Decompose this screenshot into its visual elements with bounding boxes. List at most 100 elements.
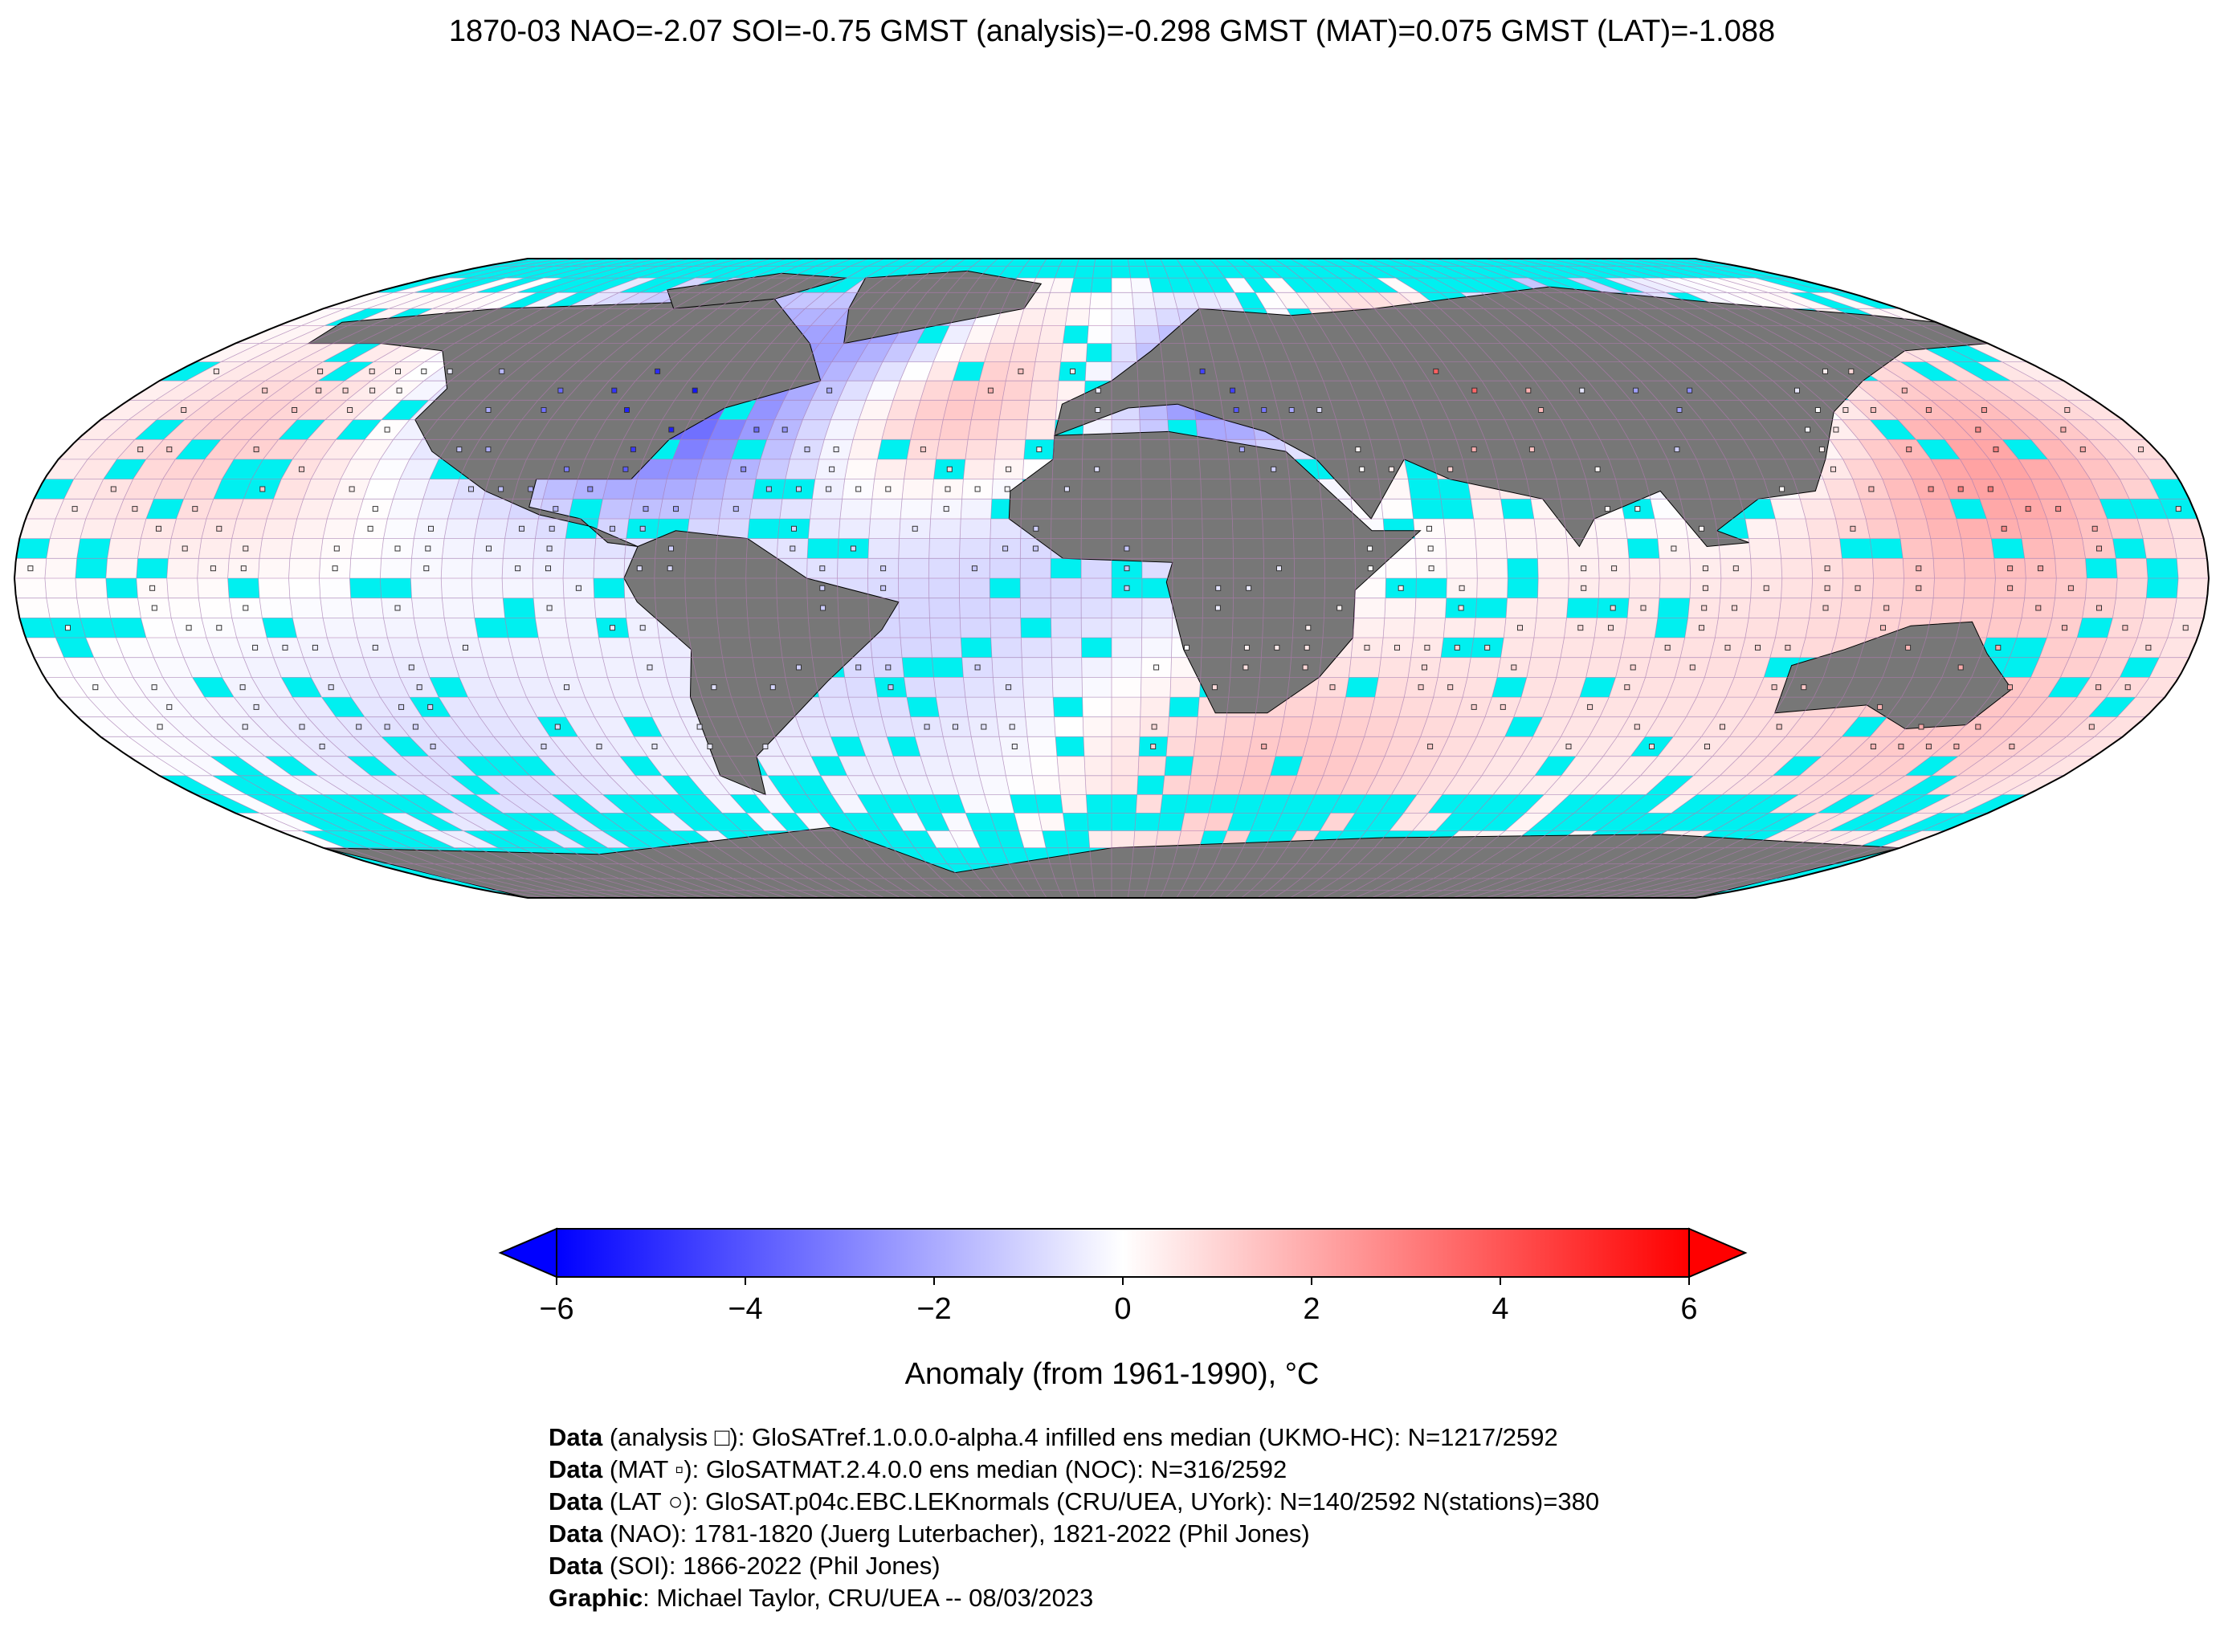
anomaly-cell — [1088, 830, 1112, 848]
mat-marker — [515, 565, 521, 572]
anomaly-cell — [1264, 775, 1297, 795]
mat-marker — [213, 368, 219, 374]
anomaly-cell — [512, 657, 549, 678]
mat-marker — [1801, 684, 1807, 691]
anomaly-cell — [88, 697, 135, 717]
anomaly-cell — [1587, 756, 1631, 776]
mat-marker — [1579, 387, 1585, 394]
anomaly-cell — [273, 479, 312, 500]
anomaly-cell — [373, 343, 431, 362]
mat-marker — [1500, 704, 1506, 710]
anomaly-cell — [2173, 538, 2208, 559]
mat-marker — [412, 724, 418, 730]
anomaly-cell — [831, 343, 868, 362]
mat-marker — [1763, 585, 1769, 591]
anomaly-cell — [1561, 716, 1601, 737]
mat-marker — [564, 684, 569, 691]
mat-marker — [430, 744, 436, 749]
mat-marker — [1901, 387, 1908, 394]
anomaly-cell — [289, 598, 323, 618]
mat-marker — [252, 644, 259, 651]
anomaly-cell — [1471, 499, 1504, 519]
anomaly-cell — [941, 813, 973, 831]
anomaly-cell — [145, 638, 184, 658]
mat-marker — [943, 506, 949, 512]
mat-marker — [132, 506, 138, 512]
anomaly-cell — [965, 697, 997, 717]
mat-marker — [1304, 644, 1310, 651]
anomaly-cell — [594, 716, 635, 737]
anomaly-cell — [853, 419, 888, 440]
mat-marker — [1794, 387, 1800, 394]
anomaly-cell — [586, 292, 640, 309]
anomaly-cell — [186, 775, 247, 795]
mat-marker — [369, 368, 375, 374]
anomaly-cell — [1822, 736, 1871, 757]
mat-marker — [2096, 545, 2102, 552]
anomaly-cell — [958, 343, 990, 362]
anomaly-cell — [1736, 278, 1810, 293]
anomaly-cell — [1381, 499, 1414, 519]
mat-marker — [1916, 565, 1922, 572]
anomaly-cell — [455, 278, 525, 293]
anomaly-cell — [2143, 538, 2177, 559]
mat-marker — [1824, 585, 1830, 591]
mat-marker — [1771, 684, 1777, 691]
anomaly-cell — [268, 736, 320, 757]
colorbar-extend-low — [498, 1227, 557, 1279]
mat-marker — [2145, 644, 2152, 651]
anomaly-cell — [1984, 756, 2041, 776]
anomaly-cell — [1655, 519, 1688, 539]
mat-marker — [1957, 664, 1964, 671]
anomaly-cell — [1112, 657, 1142, 678]
mat-marker — [820, 605, 826, 611]
anomaly-cell — [1944, 439, 1989, 459]
anomaly-cell — [526, 697, 566, 717]
colorbar-extend-high — [1688, 1227, 1748, 1279]
anomaly-cell — [1021, 638, 1052, 658]
anomaly-cell — [526, 794, 577, 814]
anomaly-cell — [963, 459, 995, 479]
mat-marker — [630, 447, 636, 453]
anomaly-cell — [1030, 756, 1059, 776]
anomaly-cell — [2149, 657, 2189, 678]
anomaly-cell — [1014, 325, 1043, 344]
anomaly-cell — [1025, 419, 1056, 440]
anomaly-cell — [44, 558, 77, 578]
anomaly-cell — [975, 756, 1006, 776]
anomaly-cell — [465, 736, 511, 757]
anomaly-cell — [520, 292, 578, 309]
anomaly-cell — [1556, 657, 1591, 678]
anomaly-cell — [565, 618, 599, 638]
mat-marker — [1701, 605, 1708, 611]
anomaly-cell — [1275, 292, 1309, 309]
anomaly-cell — [991, 657, 1023, 678]
anomaly-cell — [2112, 598, 2147, 618]
mat-marker — [1124, 545, 1130, 552]
anomaly-cell — [401, 756, 451, 776]
mat-marker — [855, 486, 862, 492]
anomaly-cell — [2018, 459, 2061, 479]
anomaly-cell — [476, 292, 537, 309]
anomaly-cell — [264, 381, 318, 401]
anomaly-cell — [401, 381, 451, 401]
mat-marker — [1364, 644, 1370, 651]
mat-marker — [596, 744, 602, 749]
anomaly-cell — [2030, 697, 2078, 717]
mat-marker — [819, 585, 826, 591]
anomaly-cell — [1374, 677, 1409, 698]
mat-marker — [1230, 387, 1236, 394]
anomaly-cell — [1749, 598, 1781, 618]
anomaly-cell — [1773, 775, 1826, 795]
anomaly-cell — [231, 519, 267, 539]
anomaly-cell — [662, 736, 702, 757]
anomaly-cell — [953, 775, 985, 795]
mat-marker — [253, 704, 259, 710]
anomaly-cell — [1973, 697, 2019, 717]
anomaly-cell — [353, 618, 388, 638]
anomaly-cell — [1931, 381, 1986, 401]
anomaly-cell — [182, 756, 239, 776]
anomaly-cell — [1638, 677, 1675, 698]
mat-marker — [549, 525, 555, 532]
mat-marker — [1818, 447, 1825, 453]
